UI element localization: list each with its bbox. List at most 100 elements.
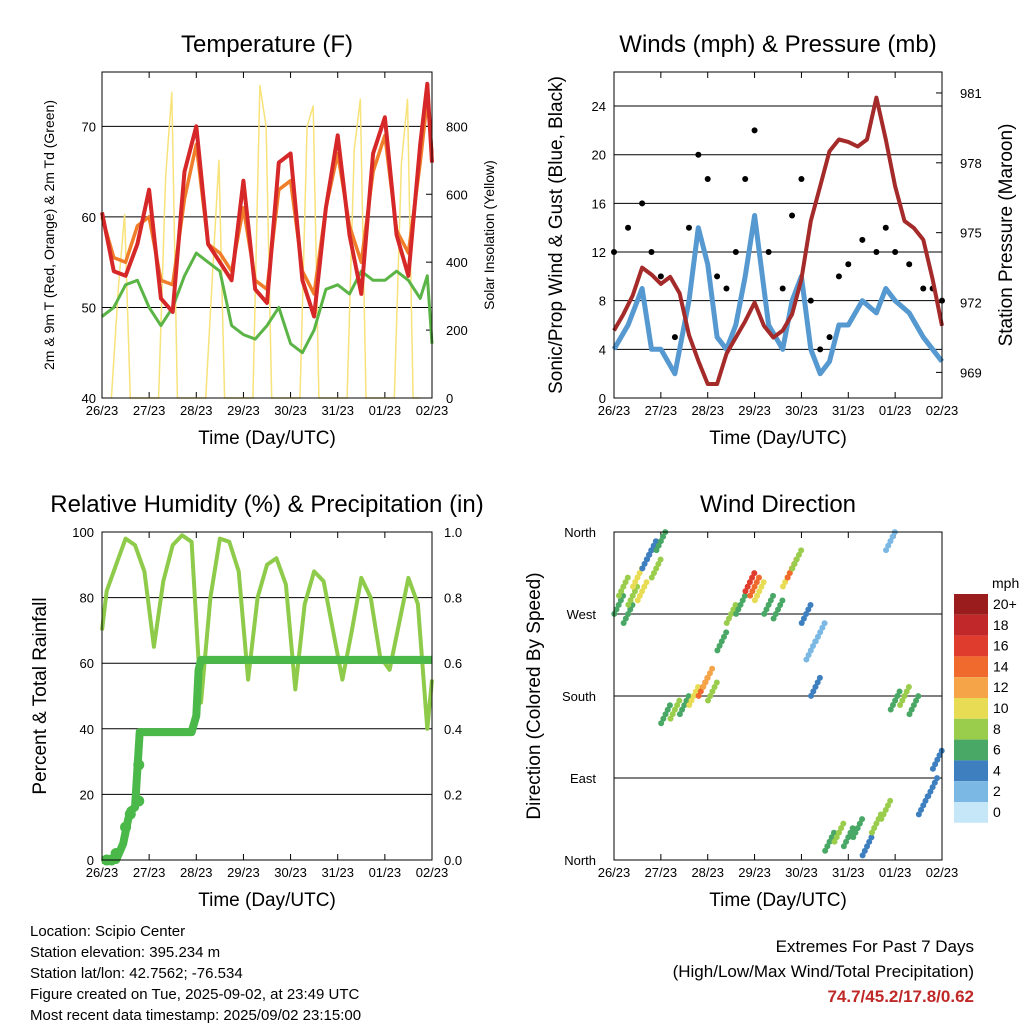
series-precip: [102, 655, 432, 864]
direction-point: [658, 720, 665, 727]
y-right-tick-label: 975: [960, 226, 982, 241]
x-tick-label: 02/23: [416, 865, 449, 880]
extremes-box: Extremes For Past 7 Days (High/Low/Max W…: [673, 934, 974, 1009]
direction-point: [934, 775, 941, 782]
y-right-axis-label: Station Pressure (Maroon): [996, 124, 1017, 347]
direction-point: [755, 574, 762, 581]
legend-label: 0: [993, 804, 1001, 820]
x-tick-label: 01/23: [369, 865, 402, 880]
x-tick-label: 02/23: [926, 403, 959, 418]
direction-point: [883, 547, 890, 554]
direction-point: [884, 802, 891, 809]
direction-point: [751, 583, 758, 590]
gust-point: [845, 261, 852, 268]
direction-point: [812, 638, 819, 645]
y-right-tick-label: 200: [446, 323, 468, 338]
direction-point: [775, 606, 781, 613]
direction-point: [784, 574, 791, 581]
direction-point: [655, 560, 662, 567]
direction-point: [824, 843, 831, 850]
direction-point: [910, 702, 917, 709]
legend-swatch: [954, 781, 988, 802]
legend-label: 16: [993, 638, 1009, 654]
direction-point: [756, 588, 763, 595]
direction-point: [730, 606, 737, 613]
direction-point: [770, 592, 777, 599]
direction-point: [920, 802, 927, 809]
gust-point: [817, 346, 824, 353]
direction-point: [889, 702, 896, 709]
y-right-axis-label: Solar Insolation (Yellow): [481, 160, 497, 310]
direction-point: [830, 829, 837, 836]
gust-point: [920, 285, 927, 292]
direction-point: [840, 820, 847, 827]
direction-point: [709, 688, 716, 695]
direction-point: [657, 556, 664, 563]
legend-label: 10: [993, 700, 1009, 716]
gust-point: [742, 176, 749, 183]
direction-point: [873, 820, 880, 827]
gust-point: [765, 249, 772, 256]
direction-point: [903, 688, 910, 695]
direction-point: [835, 829, 842, 836]
direction-point: [688, 697, 695, 704]
station-info: Location: Scipio Center Station elevatio…: [30, 921, 361, 1026]
direction-point: [709, 665, 716, 672]
direction-point: [826, 838, 833, 845]
direction-point: [723, 629, 730, 636]
direction-point: [746, 579, 753, 586]
x-tick-label: 02/23: [416, 403, 449, 418]
gust-point: [859, 236, 866, 243]
gust-point: [685, 224, 692, 231]
direction-point: [765, 601, 772, 608]
y-tick-label: 50: [82, 300, 96, 315]
direction-point: [807, 602, 814, 608]
precip-point: [120, 821, 132, 833]
direction-point: [795, 551, 802, 558]
direction-point: [624, 574, 631, 581]
direction-point: [613, 606, 620, 613]
y-right-tick-label: 0.0: [444, 853, 462, 868]
x-tick-label: 30/23: [785, 865, 818, 880]
y-axis-label: 2m & 9m T (Red, Orange) & 2m Td (Green): [41, 100, 57, 370]
direction-point: [929, 765, 936, 772]
direction-point: [671, 706, 678, 713]
y-tick-label: 20: [592, 148, 606, 163]
direction-point: [666, 702, 673, 709]
x-axis-label: Time (Day/UTC): [709, 890, 847, 911]
direction-point: [735, 606, 742, 613]
direction-point: [660, 715, 667, 722]
direction-point: [906, 711, 913, 718]
direction-point: [676, 697, 683, 704]
x-tick-label: 30/23: [274, 865, 307, 880]
direction-point: [810, 688, 817, 695]
extremes-values: 74.7/45.2/17.8/0.62: [827, 987, 974, 1006]
series-2m-temp: [100, 81, 434, 319]
direction-point: [662, 711, 669, 718]
direction-point: [622, 579, 629, 586]
direction-point: [737, 601, 744, 608]
direction-point: [617, 597, 624, 604]
gust-point: [892, 249, 899, 256]
direction-point: [849, 825, 856, 832]
direction-point: [770, 615, 777, 622]
direction-point: [864, 843, 871, 850]
y-right-tick-label: 978: [960, 156, 982, 171]
direction-point: [854, 825, 861, 832]
direction-point: [833, 834, 840, 841]
direction-point: [803, 611, 810, 617]
y-tick-label: 0: [87, 853, 94, 868]
direction-point: [814, 679, 821, 686]
direction-point: [627, 597, 634, 604]
direction-point: [620, 620, 627, 626]
direction-point: [711, 683, 718, 690]
series-dewpoint: [101, 251, 434, 355]
direction-point: [683, 697, 690, 704]
direction-point: [716, 642, 723, 649]
gust-point: [695, 151, 702, 158]
plot-frame: [613, 71, 943, 399]
legend-swatch: [954, 614, 988, 636]
direction-point: [786, 569, 793, 576]
y-tick-label: North: [564, 853, 596, 868]
direction-point: [754, 592, 761, 599]
